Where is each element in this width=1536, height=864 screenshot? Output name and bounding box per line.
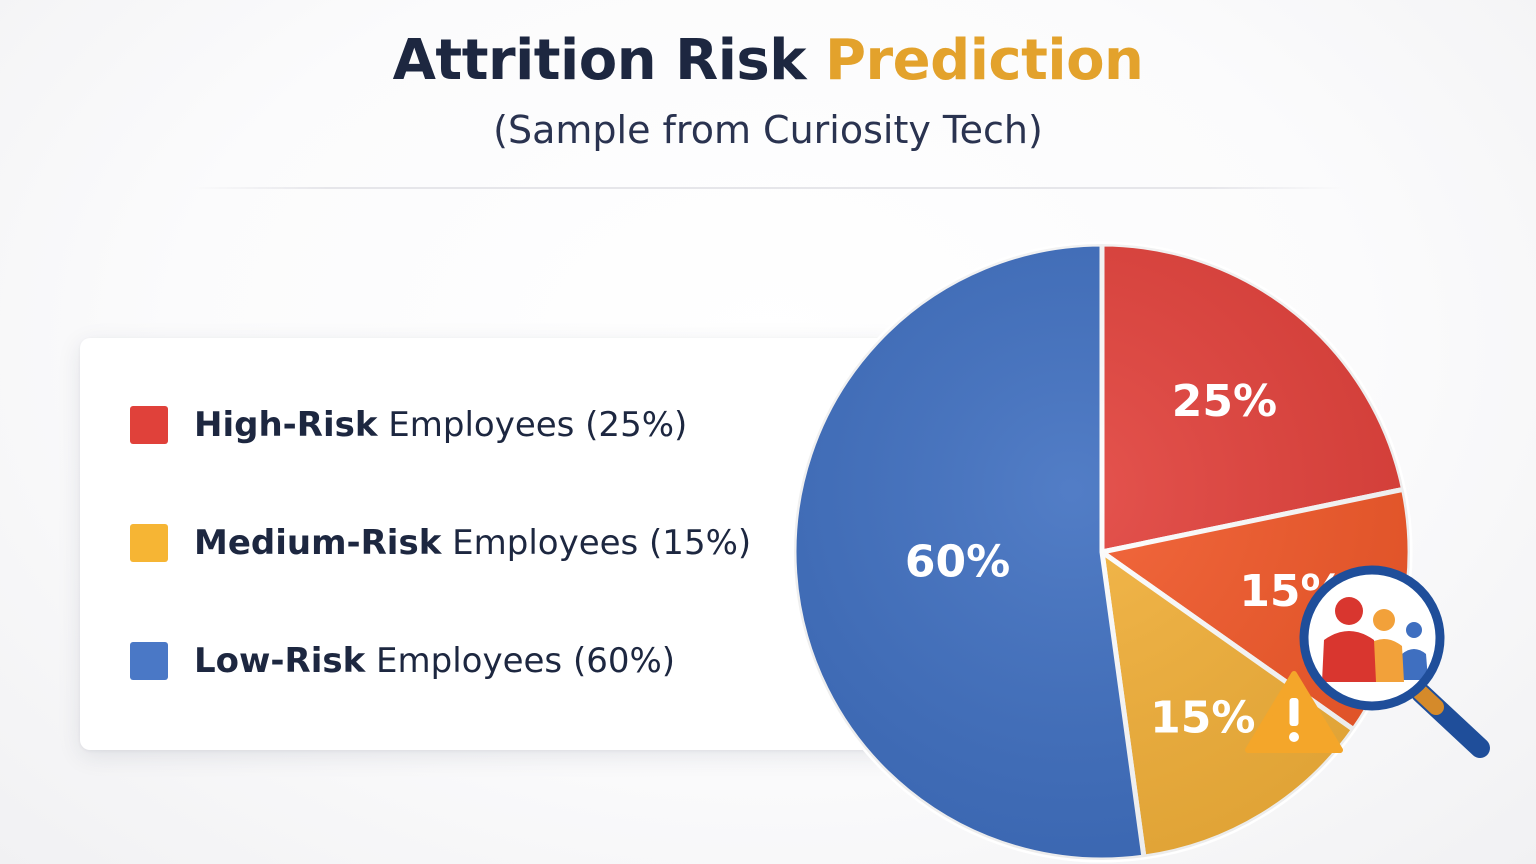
magnifier-people-icon xyxy=(1299,565,1490,758)
legend-label-low-risk: Low-Risk Employees (60%) xyxy=(194,641,676,681)
legend-item-medium-risk: Medium-Risk Employees (15%) xyxy=(130,519,751,567)
legend-label-medium-risk: Medium-Risk Employees (15%) xyxy=(194,523,752,563)
header-divider xyxy=(190,187,1346,189)
page-subtitle: (Sample from Curiosity Tech) xyxy=(493,108,1043,152)
pie-slice-label: 60% xyxy=(905,536,1010,587)
page-title: Attrition Risk Prediction xyxy=(0,28,1536,93)
legend-label-high-risk: High-Risk Employees (25%) xyxy=(194,405,688,445)
pie-slice-label: 15% xyxy=(1150,692,1255,743)
legend-swatch-medium-risk xyxy=(130,524,168,562)
legend-item-high-risk: High-Risk Employees (25%) xyxy=(130,401,687,449)
warning-icon xyxy=(1245,671,1343,753)
title-main: Attrition Risk xyxy=(392,28,807,93)
pie-slice-label: 25% xyxy=(1172,376,1277,427)
legend-item-low-risk: Low-Risk Employees (60%) xyxy=(130,637,675,685)
title-accent: Prediction xyxy=(824,28,1144,93)
legend-card: High-Risk Employees (25%) Medium-Risk Em… xyxy=(80,338,900,750)
legend-swatch-high-risk xyxy=(130,406,168,444)
legend-swatch-low-risk xyxy=(130,642,168,680)
